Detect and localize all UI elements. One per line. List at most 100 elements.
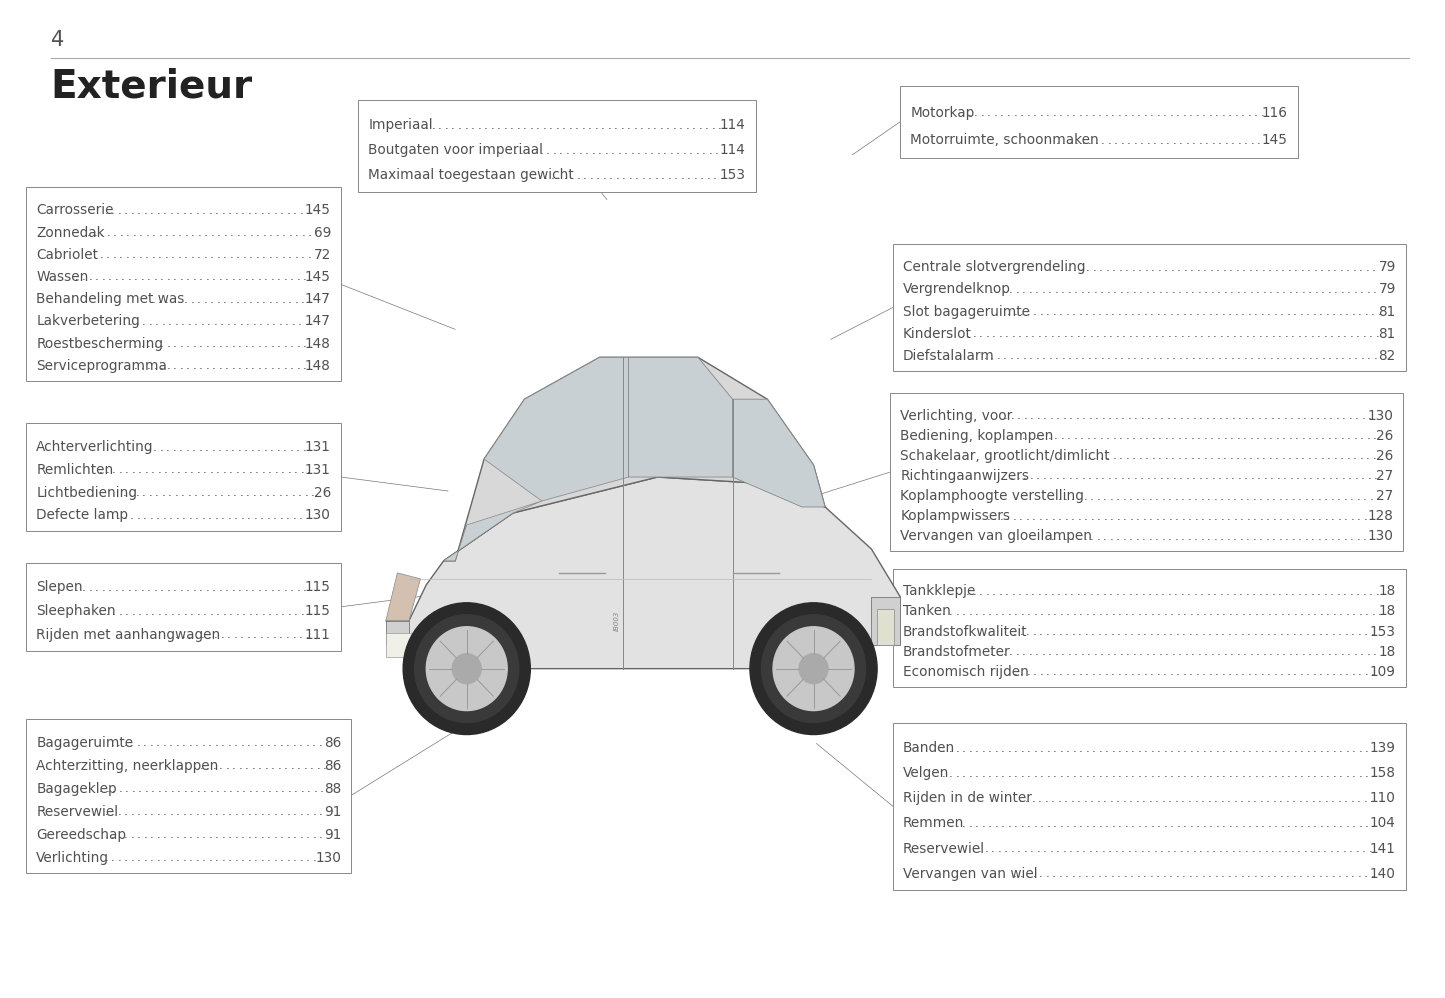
Text: .: . bbox=[210, 292, 214, 305]
Text: .: . bbox=[178, 249, 181, 261]
Text: .: . bbox=[997, 842, 1001, 855]
Text: .: . bbox=[224, 441, 228, 454]
Text: .: . bbox=[107, 227, 110, 240]
Text: .: . bbox=[1201, 490, 1205, 503]
Text: .: . bbox=[1062, 842, 1066, 855]
Text: 130: 130 bbox=[1367, 529, 1393, 543]
Text: .: . bbox=[100, 227, 104, 240]
Text: .: . bbox=[1282, 646, 1286, 659]
Text: .: . bbox=[590, 169, 594, 182]
Text: .: . bbox=[1302, 282, 1305, 295]
Text: .: . bbox=[1350, 490, 1354, 503]
Text: .: . bbox=[1172, 282, 1175, 295]
Text: .: . bbox=[306, 782, 311, 795]
Text: 109: 109 bbox=[1370, 665, 1396, 679]
Text: .: . bbox=[204, 292, 208, 305]
Text: .: . bbox=[1078, 666, 1082, 679]
Text: 27: 27 bbox=[1376, 489, 1393, 503]
Text: .: . bbox=[1316, 842, 1321, 855]
Text: .: . bbox=[186, 359, 189, 372]
Text: .: . bbox=[218, 581, 223, 594]
Text: .: . bbox=[575, 119, 578, 132]
Text: .: . bbox=[241, 782, 246, 795]
Text: .: . bbox=[189, 805, 194, 818]
Text: .: . bbox=[195, 628, 198, 642]
Text: .: . bbox=[1244, 134, 1248, 147]
Text: .: . bbox=[1069, 842, 1074, 855]
Text: .: . bbox=[1282, 449, 1285, 462]
Text: .: . bbox=[1195, 625, 1199, 638]
Text: .: . bbox=[1296, 469, 1300, 482]
Text: .: . bbox=[1101, 134, 1105, 147]
Text: .: . bbox=[1355, 585, 1360, 598]
Text: .: . bbox=[675, 169, 678, 182]
Text: .: . bbox=[1140, 349, 1143, 362]
Text: .: . bbox=[629, 169, 633, 182]
Text: .: . bbox=[1085, 666, 1090, 679]
Text: .: . bbox=[195, 805, 199, 818]
Text: .: . bbox=[296, 270, 301, 283]
Text: .: . bbox=[123, 486, 126, 499]
Text: .: . bbox=[280, 463, 285, 476]
Text: .: . bbox=[1098, 107, 1101, 120]
Text: .: . bbox=[1204, 282, 1208, 295]
Text: .: . bbox=[1058, 867, 1062, 880]
Text: .: . bbox=[1309, 469, 1314, 482]
Text: .: . bbox=[1207, 791, 1211, 804]
Text: .: . bbox=[253, 486, 256, 499]
Text: .: . bbox=[1111, 666, 1116, 679]
Text: .: . bbox=[1208, 107, 1212, 120]
Text: .: . bbox=[303, 337, 306, 350]
Text: .: . bbox=[186, 337, 189, 350]
Text: .: . bbox=[236, 292, 240, 305]
Text: .: . bbox=[1331, 867, 1335, 880]
Text: .: . bbox=[1354, 349, 1358, 362]
Text: .: . bbox=[1147, 327, 1152, 340]
Text: .: . bbox=[1194, 327, 1198, 340]
Text: .: . bbox=[1103, 585, 1107, 598]
Text: .: . bbox=[1286, 510, 1289, 523]
Text: .: . bbox=[955, 817, 959, 830]
Text: .: . bbox=[306, 605, 311, 618]
Text: .: . bbox=[1110, 791, 1114, 804]
Text: .: . bbox=[303, 270, 306, 283]
Text: .: . bbox=[1311, 490, 1315, 503]
Text: .: . bbox=[169, 828, 173, 841]
Text: .: . bbox=[1117, 107, 1121, 120]
Text: .: . bbox=[1029, 282, 1032, 295]
Text: 110: 110 bbox=[1370, 791, 1396, 805]
Text: 91: 91 bbox=[324, 827, 341, 841]
Text: .: . bbox=[623, 169, 626, 182]
Text: .: . bbox=[981, 766, 985, 779]
Text: .: . bbox=[303, 359, 306, 372]
Text: .: . bbox=[1250, 429, 1253, 442]
Text: .: . bbox=[1084, 625, 1088, 638]
Text: .: . bbox=[1150, 605, 1155, 618]
Text: .: . bbox=[1256, 449, 1259, 462]
Text: .: . bbox=[264, 581, 267, 594]
Text: .: . bbox=[1290, 842, 1295, 855]
Text: .: . bbox=[1318, 625, 1322, 638]
Text: .: . bbox=[1347, 429, 1351, 442]
Text: .: . bbox=[1215, 107, 1218, 120]
Text: .: . bbox=[1312, 305, 1316, 318]
Text: .: . bbox=[140, 581, 144, 594]
Text: .: . bbox=[1306, 742, 1311, 754]
Text: .: . bbox=[1087, 646, 1091, 659]
Text: .: . bbox=[1156, 510, 1159, 523]
Text: .: . bbox=[1156, 625, 1160, 638]
Text: .: . bbox=[715, 144, 720, 157]
FancyBboxPatch shape bbox=[893, 723, 1406, 890]
Text: .: . bbox=[1269, 646, 1273, 659]
Text: .: . bbox=[165, 249, 168, 261]
Text: Bediening, koplampen: Bediening, koplampen bbox=[900, 429, 1053, 443]
Text: .: . bbox=[1300, 260, 1305, 273]
Text: .: . bbox=[1334, 429, 1338, 442]
Text: .: . bbox=[1118, 605, 1121, 618]
Text: .: . bbox=[1188, 530, 1192, 543]
Text: .: . bbox=[1274, 605, 1277, 618]
Text: .: . bbox=[236, 463, 240, 476]
Text: .: . bbox=[147, 359, 150, 372]
Text: .: . bbox=[1368, 409, 1373, 422]
Text: .: . bbox=[1272, 530, 1276, 543]
